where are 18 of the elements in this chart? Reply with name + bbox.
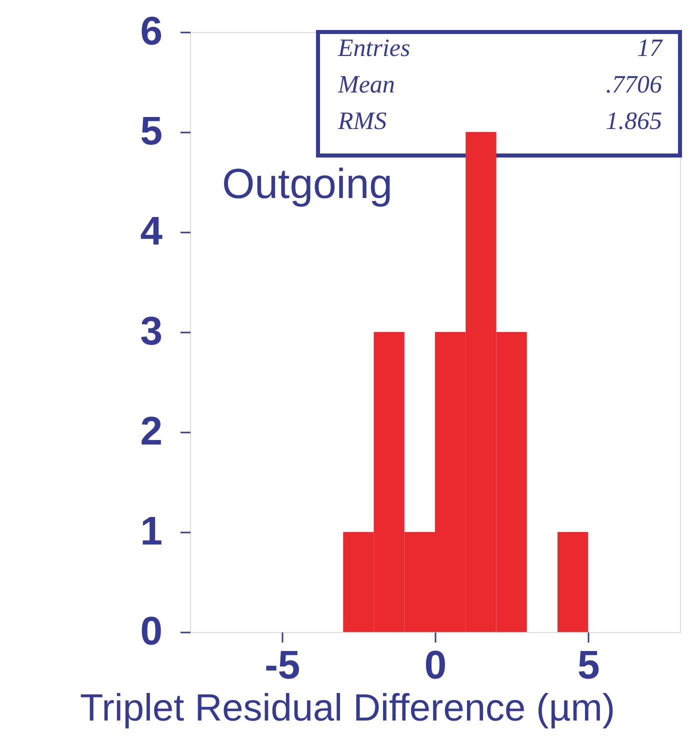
x-tick-label: -5	[264, 644, 300, 688]
y-tick-label: 4	[140, 210, 164, 254]
x-tick-label: 5	[578, 644, 600, 688]
annotation: Mean	[337, 72, 395, 98]
y-tick-label: 6	[140, 10, 162, 54]
annotation: .7706	[606, 72, 662, 98]
annotation: 17	[637, 35, 664, 62]
annotation: Outgoing	[222, 160, 392, 207]
annotation: RMS	[337, 108, 388, 135]
annotation: 1.865	[606, 108, 662, 135]
y-tick-label: 5	[140, 110, 162, 154]
y-tick-label: 1	[140, 510, 162, 554]
y-tick-label: 3	[140, 310, 162, 354]
annotation: Entries	[337, 35, 410, 62]
y-tick-label: 2	[140, 410, 162, 454]
y-tick-label: 0	[140, 610, 162, 654]
x-axis-title: Triplet Residual Difference (µm)	[80, 688, 616, 730]
x-tick-label: 0	[424, 644, 447, 688]
